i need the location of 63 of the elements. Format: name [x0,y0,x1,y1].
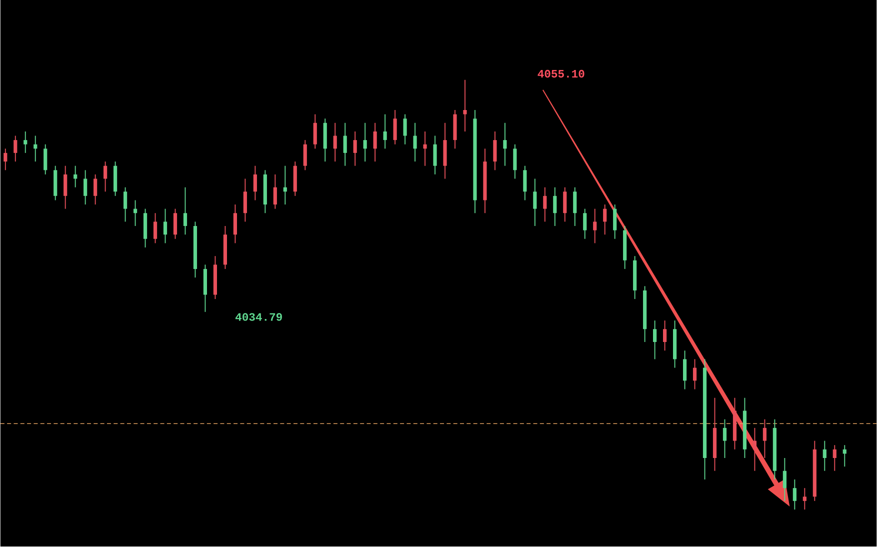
candlestick [792,479,796,510]
candlestick [183,187,188,236]
candlestick [243,178,247,222]
candlestick [563,187,567,222]
candlestick [233,204,237,244]
candlestick [303,140,307,171]
candlestick [493,131,497,171]
candlestick [682,350,687,390]
candlestick [842,444,846,468]
candlestick [173,208,178,240]
candlestick [593,208,597,244]
candlestick [104,161,108,192]
candlestick [553,187,557,227]
candlestick [24,131,28,154]
candlestick [383,114,387,150]
candlestick [393,110,397,146]
candlestick [74,166,78,188]
candlestick [253,166,257,201]
candlestick [583,208,587,240]
candlestick [573,187,577,227]
candlestick [433,136,437,176]
candlestick [163,208,168,244]
candlestick [423,131,427,167]
candlestick [34,136,38,162]
candlestick [832,444,836,472]
candlestick [513,144,517,180]
candlestick [44,144,48,176]
candlestick [722,419,727,459]
candlestick [403,114,407,146]
candlestick [822,440,826,472]
candlestick [123,187,128,222]
candlestick [463,80,467,132]
text: 4055.10 [538,70,584,78]
candlestick [533,178,537,227]
candlestick [353,131,357,167]
candlestick [523,166,527,201]
annotation: 4034.79 [235,313,282,322]
candlestick [313,114,317,150]
candlestick [802,488,806,510]
candlestick [133,200,138,227]
candlestick [503,122,507,167]
candlestick [373,122,377,162]
candlestick [153,212,158,244]
candlestick [653,320,657,360]
candlestick [333,122,337,162]
candlestick [782,458,786,502]
candlestick [762,419,767,459]
candlestick [613,204,617,240]
candlestick [4,148,8,171]
candlestick [343,122,347,167]
candlestick [543,187,547,222]
candlestick [603,204,607,236]
candlestick [752,428,757,472]
candlestick [413,122,417,162]
candlestick [14,136,18,162]
candlestick [84,170,88,206]
candlestick [363,122,367,162]
candlestick [94,174,98,206]
candlestick [273,174,277,210]
candlestick [663,320,667,352]
candlestick [283,166,287,206]
candlestick [64,166,68,210]
candlestick [692,358,697,390]
